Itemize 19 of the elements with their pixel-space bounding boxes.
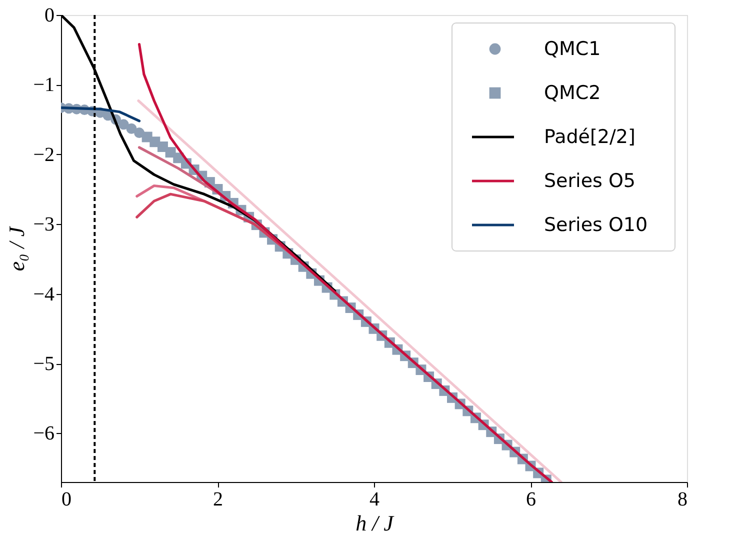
y-tick-label: 0 [44, 4, 54, 26]
legend-label: Series O10 [544, 214, 648, 236]
legend-label: QMC2 [544, 82, 601, 104]
x-tick-label: 2 [213, 488, 223, 510]
x-tick-label: 6 [526, 488, 536, 510]
y-tick-label: −1 [33, 74, 54, 96]
y-axis-title: e₀ / J [4, 226, 30, 272]
y-tick-label: −2 [33, 144, 54, 166]
y-tick-label: −3 [33, 214, 54, 236]
x-tick-label: 4 [370, 488, 380, 510]
y-tick-label: −5 [33, 353, 54, 376]
legend-label: Padé[2/2] [544, 126, 636, 148]
legend-label: QMC1 [544, 38, 601, 60]
x-tick-label: 0 [62, 488, 72, 510]
y-tick-label: −6 [33, 422, 54, 445]
legend-label: Series O5 [544, 170, 636, 192]
y-tick-label: −4 [33, 283, 54, 306]
x-tick-label: 8 [678, 488, 688, 510]
x-axis-title: h / J [356, 510, 395, 536]
